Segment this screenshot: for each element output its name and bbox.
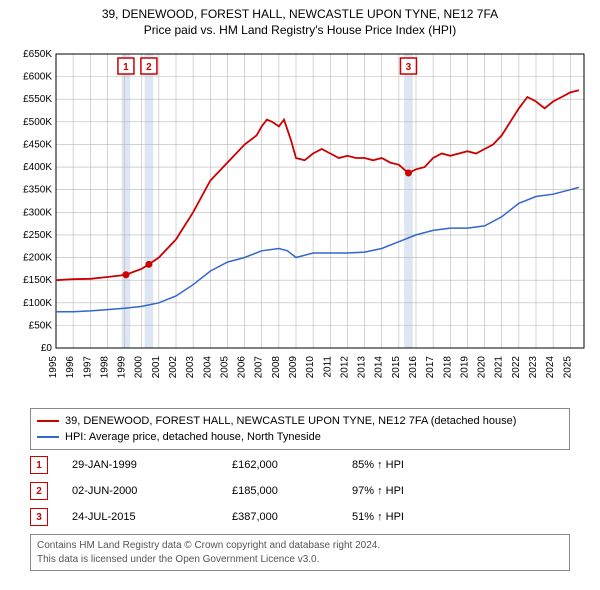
sale-hpi: 85% ↑ HPI (352, 459, 570, 471)
legend-swatch-hpi (37, 436, 59, 438)
svg-text:1997: 1997 (82, 356, 93, 379)
svg-text:2004: 2004 (202, 356, 213, 379)
svg-text:1999: 1999 (117, 356, 128, 379)
sale-hpi: 97% ↑ HPI (352, 485, 570, 497)
svg-text:£200K: £200K (23, 253, 52, 264)
title-line-1: 39, DENEWOOD, FOREST HALL, NEWCASTLE UPO… (0, 6, 600, 22)
svg-text:£450K: £450K (23, 139, 52, 150)
sale-badge: 2 (30, 482, 48, 500)
svg-text:£650K: £650K (23, 49, 52, 60)
svg-text:2020: 2020 (477, 356, 488, 379)
svg-text:£550K: £550K (23, 94, 52, 105)
table-row: 3 24-JUL-2015 £387,000 51% ↑ HPI (30, 504, 570, 530)
legend-label: 39, DENEWOOD, FOREST HALL, NEWCASTLE UPO… (65, 415, 516, 427)
sale-price: £387,000 (232, 511, 352, 523)
sale-price: £185,000 (232, 485, 352, 497)
legend-swatch-property (37, 420, 59, 422)
svg-text:2010: 2010 (305, 356, 316, 379)
legend: 39, DENEWOOD, FOREST HALL, NEWCASTLE UPO… (30, 408, 570, 450)
svg-text:2019: 2019 (459, 356, 470, 379)
legend-label: HPI: Average price, detached house, Nort… (65, 431, 321, 443)
svg-text:2022: 2022 (511, 356, 522, 379)
svg-text:2008: 2008 (271, 356, 282, 379)
svg-text:£500K: £500K (23, 117, 52, 128)
svg-text:£100K: £100K (23, 298, 52, 309)
svg-text:2024: 2024 (545, 356, 556, 379)
sale-hpi: 51% ↑ HPI (352, 511, 570, 523)
svg-text:£300K: £300K (23, 207, 52, 218)
svg-text:£600K: £600K (23, 72, 52, 83)
svg-text:£0: £0 (41, 343, 53, 354)
svg-text:2013: 2013 (357, 356, 368, 379)
svg-text:£250K: £250K (23, 230, 52, 241)
svg-text:2021: 2021 (494, 356, 505, 379)
svg-text:2016: 2016 (408, 356, 419, 379)
price-chart: £0 £50K £100K £150K £200K £250K £300K £350K £400… (8, 48, 592, 398)
footer-line-2: This data is licensed under the Open Gov… (37, 553, 563, 567)
svg-text:£50K: £50K (29, 320, 53, 331)
svg-text:2011: 2011 (322, 356, 333, 378)
sale-date: 24-JUL-2015 (72, 511, 232, 523)
svg-text:2003: 2003 (185, 356, 196, 379)
svg-text:£150K: £150K (23, 275, 52, 286)
svg-text:2006: 2006 (237, 356, 248, 379)
svg-text:2000: 2000 (134, 356, 145, 379)
table-row: 2 02-JUN-2000 £185,000 97% ↑ HPI (30, 478, 570, 504)
svg-text:2017: 2017 (425, 356, 436, 379)
svg-text:1: 1 (123, 62, 129, 73)
legend-item: 39, DENEWOOD, FOREST HALL, NEWCASTLE UPO… (37, 413, 563, 429)
svg-text:3: 3 (406, 62, 412, 73)
chart-svg: £0 £50K £100K £150K £200K £250K £300K £350K £400… (8, 48, 592, 398)
svg-text:£400K: £400K (23, 162, 52, 173)
title-line-2: Price paid vs. HM Land Registry's House … (0, 22, 600, 38)
svg-text:2009: 2009 (288, 356, 299, 379)
svg-text:2007: 2007 (254, 356, 265, 379)
svg-text:2015: 2015 (391, 356, 402, 379)
svg-text:2012: 2012 (339, 356, 350, 379)
sale-date: 29-JAN-1999 (72, 459, 232, 471)
svg-text:2023: 2023 (528, 356, 539, 379)
svg-text:2014: 2014 (374, 356, 385, 379)
svg-text:2025: 2025 (562, 356, 573, 379)
svg-text:2001: 2001 (151, 356, 162, 379)
svg-text:2002: 2002 (168, 356, 179, 379)
sale-price: £162,000 (232, 459, 352, 471)
svg-text:1998: 1998 (99, 356, 110, 379)
svg-text:2: 2 (146, 62, 152, 73)
svg-text:2005: 2005 (219, 356, 230, 379)
footer-line-1: Contains HM Land Registry data © Crown c… (37, 539, 563, 553)
legend-item: HPI: Average price, detached house, Nort… (37, 429, 563, 445)
svg-text:1995: 1995 (48, 356, 59, 379)
chart-title-block: 39, DENEWOOD, FOREST HALL, NEWCASTLE UPO… (0, 0, 600, 38)
sale-date: 02-JUN-2000 (72, 485, 232, 497)
svg-text:1996: 1996 (65, 356, 76, 379)
attribution-footer: Contains HM Land Registry data © Crown c… (30, 534, 570, 571)
svg-text:2018: 2018 (442, 356, 453, 379)
svg-text:£350K: £350K (23, 185, 52, 196)
sales-table: 1 29-JAN-1999 £162,000 85% ↑ HPI 2 02-JU… (30, 452, 570, 530)
table-row: 1 29-JAN-1999 £162,000 85% ↑ HPI (30, 452, 570, 478)
sale-badge: 1 (30, 456, 48, 474)
sale-badge: 3 (30, 508, 48, 526)
